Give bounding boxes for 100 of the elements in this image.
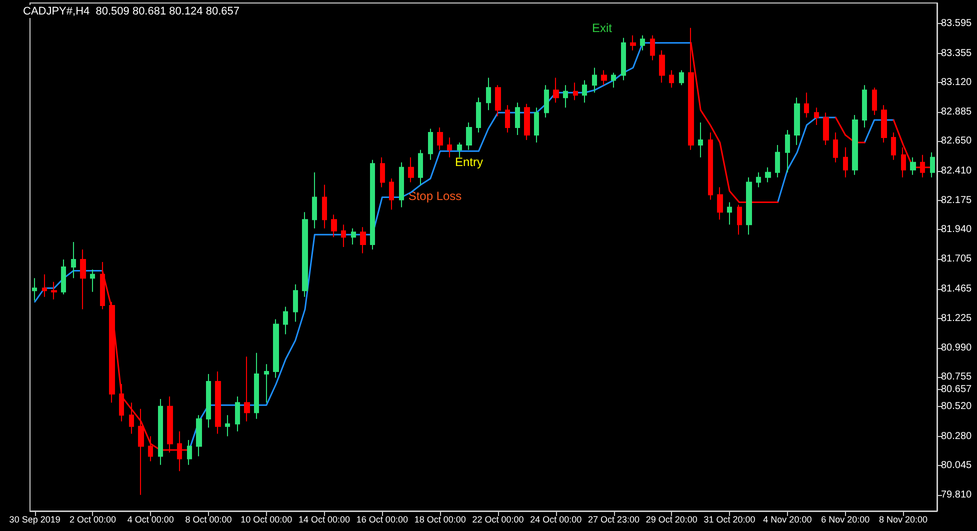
candlestick: [592, 67, 597, 94]
y-tick-label: 80.520: [941, 400, 972, 412]
candlestick: [775, 144, 780, 178]
y-tick-label: 80.280: [941, 430, 972, 442]
candlestick: [109, 301, 115, 404]
candlestick: [283, 306, 288, 335]
candlestick: [495, 84, 501, 117]
y-tick-label: 80.657: [941, 384, 972, 395]
candlestick: [244, 356, 250, 422]
y-tick-label: 80.045: [941, 460, 972, 472]
x-tick-label: 16 Oct 00:00: [356, 514, 408, 524]
x-tick-label: 14 Oct 00:00: [298, 514, 350, 524]
x-tick-label: 30 Sep 2019: [9, 514, 60, 524]
candlestick: [901, 146, 906, 178]
candlestick: [215, 371, 221, 434]
candlestick: [341, 224, 346, 248]
candlestick: [872, 87, 877, 116]
annotation: Stop Loss: [408, 189, 462, 203]
candlestick: [360, 226, 366, 254]
candlestick: [129, 402, 134, 434]
candlestick: [380, 156, 385, 188]
candlestick: [457, 142, 462, 158]
candlestick: [71, 242, 76, 279]
candlestick: [553, 77, 559, 104]
candlestick: [852, 114, 858, 176]
y-tick-label: 81.465: [941, 283, 972, 294]
candlestick: [51, 281, 57, 300]
candlestick: [264, 364, 269, 404]
annotation: Entry: [454, 155, 484, 169]
candlestick: [862, 84, 867, 128]
candlestick: [621, 37, 626, 81]
candlestick: [42, 274, 47, 298]
candlestick: [32, 278, 37, 302]
candlestick: [920, 154, 925, 178]
candlestick: [447, 136, 452, 158]
candlestick: [573, 82, 578, 101]
candlestick: [814, 107, 819, 126]
candlestick: [765, 166, 771, 183]
candlestick: [80, 249, 86, 310]
x-tick-label: 22 Oct 00:00: [472, 514, 524, 524]
candlestick: [399, 162, 404, 208]
y-tick-label: 82.650: [941, 136, 972, 147]
y-tick-label: 80.755: [941, 372, 972, 383]
x-tick-label: 8 Nov 20:00: [878, 514, 928, 524]
candlestick: [881, 104, 887, 143]
x-tick-label: 8 Oct 00:00: [185, 514, 232, 524]
x-tick-label: 31 Oct 20:00: [704, 514, 756, 524]
candlestick: [611, 72, 616, 88]
candlestick: [331, 214, 337, 238]
x-tick-label: 10 Oct 00:00: [240, 514, 292, 524]
candlestick: [322, 184, 327, 229]
chart-title: CADJPY#,H4 80.509 80.681 80.124 80.657: [23, 6, 240, 18]
y-tick-label: 80.990: [941, 342, 972, 354]
y-tick-label: 81.225: [941, 313, 972, 324]
candlestick: [804, 92, 809, 118]
x-tick-label: 4 Oct 00:00: [127, 514, 174, 524]
x-tick-label: 27 Oct 23:00: [588, 514, 640, 524]
y-tick-label: 83.120: [941, 77, 972, 88]
x-tick-label: 24 Oct 00:00: [530, 514, 582, 524]
candlestick: [630, 34, 636, 51]
candlestick: [428, 128, 433, 160]
candlestick: [312, 172, 317, 229]
candlestick: [225, 414, 230, 437]
candlestick: [119, 384, 124, 422]
candlestick: [563, 84, 568, 108]
candlestick: [466, 122, 472, 150]
candlestick: [61, 258, 66, 295]
candlestick: [833, 132, 838, 163]
x-tick-label: 29 Oct 20:00: [646, 514, 698, 524]
candlestick: [669, 70, 674, 88]
candlestick: [650, 34, 655, 61]
x-tick-label: 4 Nov 20:00: [763, 514, 812, 524]
candlestick: [746, 176, 752, 236]
candlestick: [717, 186, 723, 220]
candlestick: [505, 104, 510, 133]
y-tick-label: 82.885: [941, 106, 972, 118]
annotation: Exit: [592, 21, 613, 35]
candlestick: [293, 284, 298, 322]
candlestick: [370, 159, 375, 250]
candlestick: [437, 127, 443, 150]
y-tick-label: 81.705: [941, 253, 972, 264]
candlestick: [823, 112, 829, 146]
x-tick-label: 2 Oct 00:00: [69, 514, 116, 524]
candlestick: [785, 130, 790, 173]
candlestick: [515, 102, 520, 136]
x-tick-label: 6 Nov 20:00: [821, 514, 870, 524]
candlestick: [679, 70, 684, 86]
candlestick: [640, 34, 645, 51]
candlestick: [708, 132, 713, 200]
candlestick: [910, 156, 916, 176]
candlestick: [254, 352, 259, 420]
candlestick: [389, 178, 394, 210]
candlestick: [659, 50, 665, 84]
candlestick: [158, 398, 163, 466]
candlestick: [351, 228, 356, 246]
candlestick: [187, 440, 192, 466]
candlestick: [930, 152, 935, 178]
candlestick: [601, 70, 607, 86]
candlestick: [90, 268, 95, 292]
candlestick: [302, 212, 308, 298]
